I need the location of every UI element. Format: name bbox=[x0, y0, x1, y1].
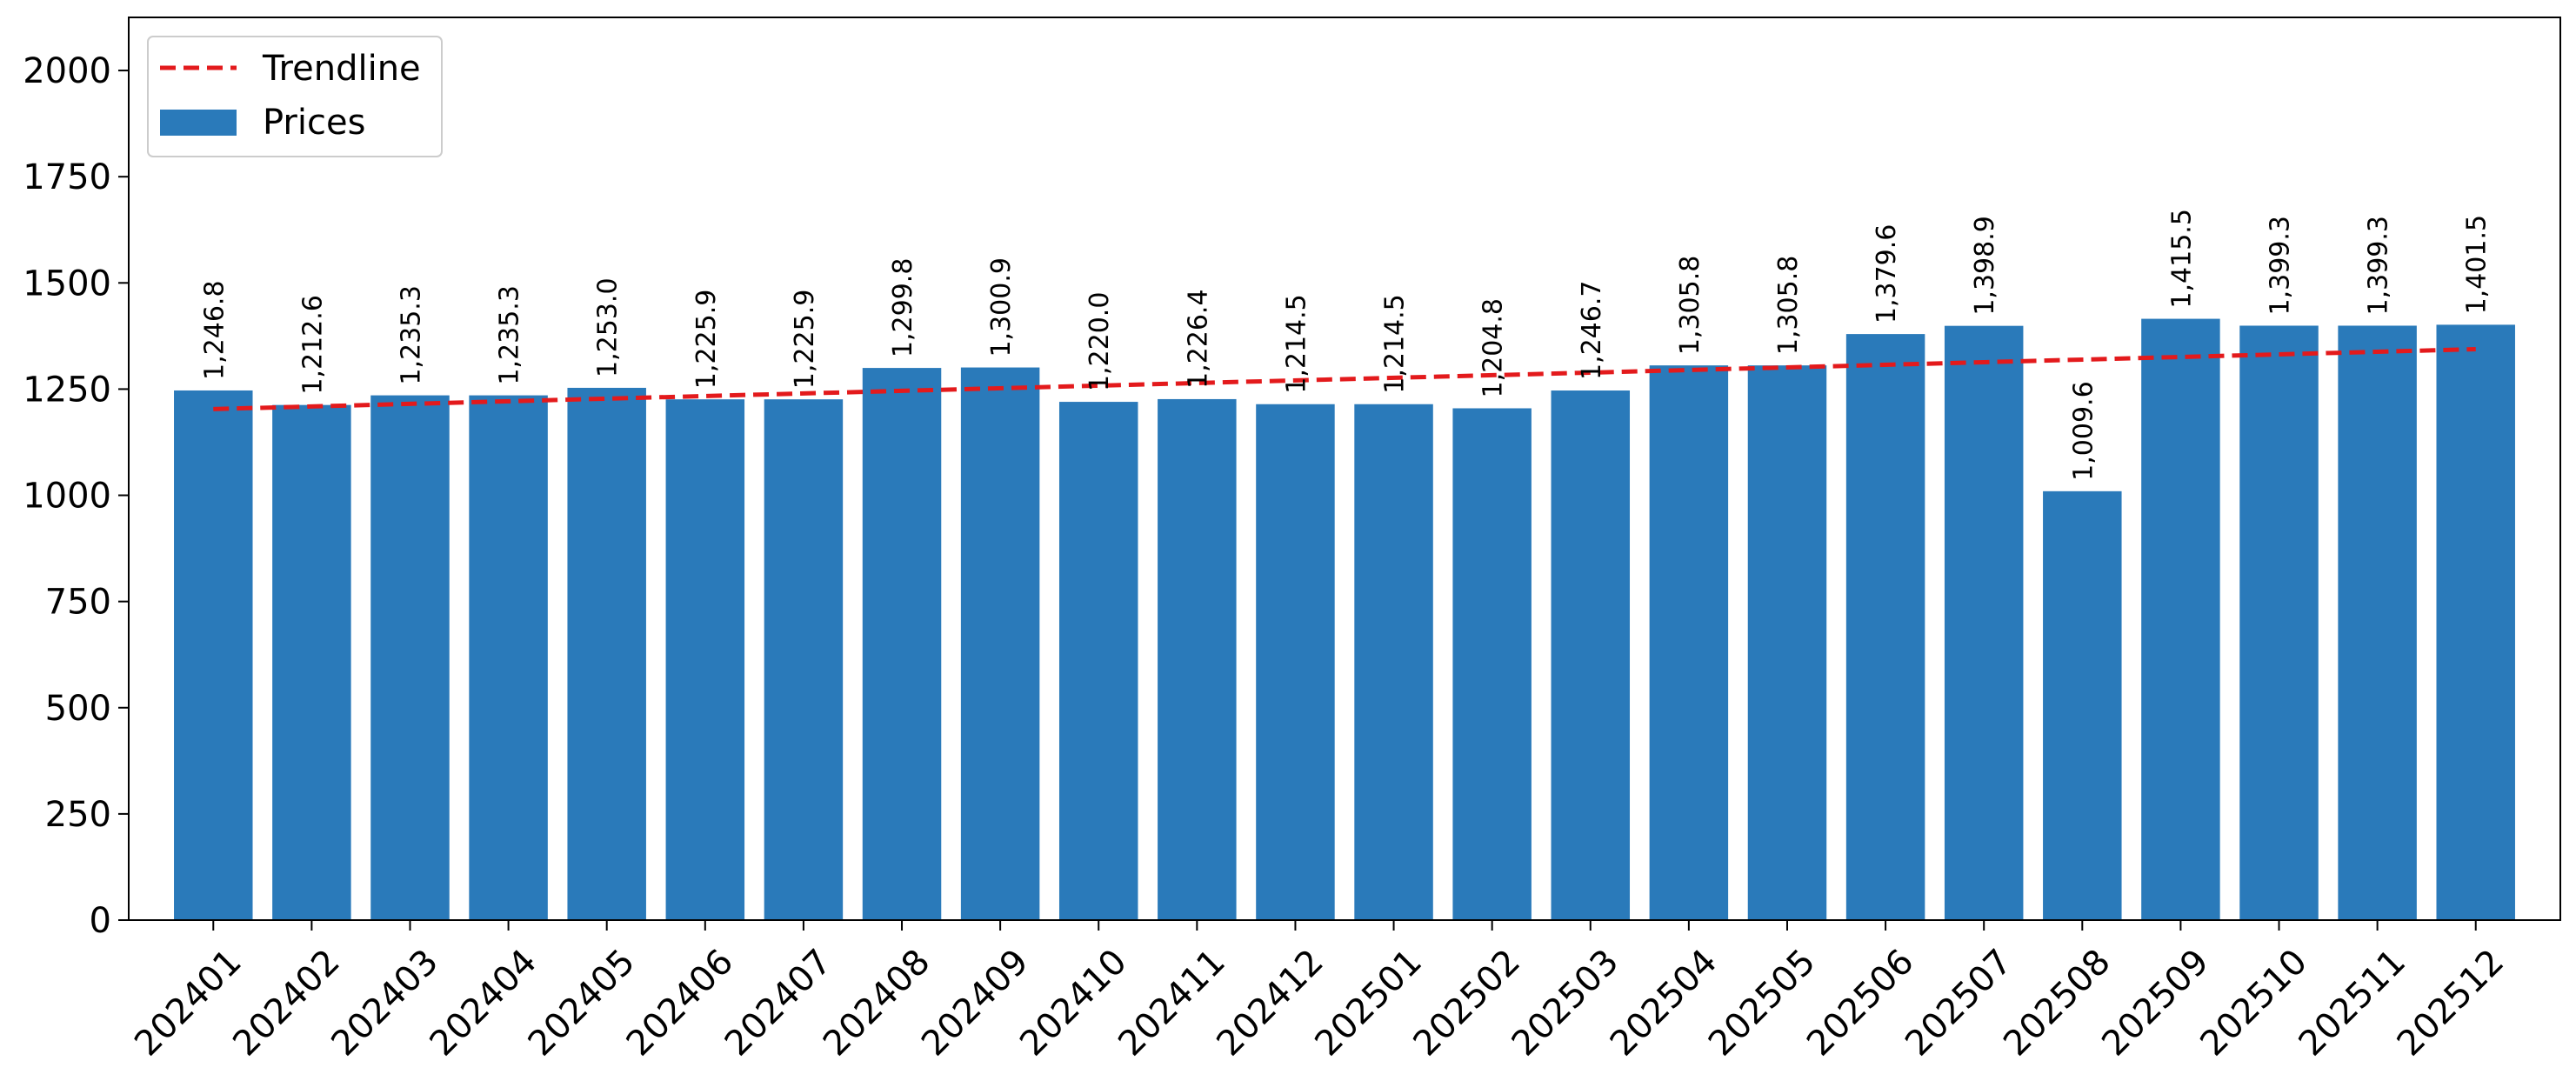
data-label-202407: 1,225.9 bbox=[790, 290, 820, 390]
x-tick-label-202512: 202512 bbox=[2390, 942, 2513, 1064]
x-tick-label-202406: 202406 bbox=[619, 942, 742, 1064]
bar-202401 bbox=[174, 390, 253, 921]
bar-202410 bbox=[1058, 402, 1138, 920]
legend-prices-swatch bbox=[160, 110, 237, 136]
x-tick-label-202501: 202501 bbox=[1307, 942, 1430, 1064]
data-label-202504: 1,305.8 bbox=[1675, 256, 1705, 356]
x-tick-label-202505: 202505 bbox=[1701, 942, 1824, 1064]
y-tick-label-1500: 1500 bbox=[23, 264, 111, 304]
data-label-202512: 1,401.5 bbox=[2462, 215, 2493, 315]
bar-202508 bbox=[2043, 490, 2122, 920]
data-label-202403: 1,235.3 bbox=[396, 285, 426, 385]
bar-202411 bbox=[1158, 398, 1237, 920]
bar-202507 bbox=[1944, 325, 2024, 921]
y-tick-label-250: 250 bbox=[45, 795, 111, 835]
bar-202511 bbox=[2338, 325, 2417, 920]
x-tick-label-202411: 202411 bbox=[1111, 942, 1233, 1064]
data-label-202501: 1,214.5 bbox=[1380, 294, 1411, 394]
legend-trendline-label: Trendline bbox=[262, 49, 421, 89]
y-tick-label-1750: 1750 bbox=[23, 157, 111, 197]
legend: Trendline Prices bbox=[147, 36, 443, 157]
x-tick-label-202407: 202407 bbox=[717, 942, 840, 1064]
x-tick-label-202510: 202510 bbox=[2192, 942, 2315, 1064]
bar-202510 bbox=[2239, 325, 2319, 920]
y-tick-label-1250: 1250 bbox=[23, 370, 111, 410]
data-label-202510: 1,399.3 bbox=[2266, 216, 2296, 316]
bar-202503 bbox=[1551, 390, 1631, 921]
x-tick-label-202403: 202403 bbox=[324, 942, 446, 1064]
data-label-202408: 1,299.8 bbox=[888, 258, 918, 358]
bar-202407 bbox=[764, 399, 844, 920]
y-tick-label-2000: 2000 bbox=[23, 51, 111, 91]
bar-202502 bbox=[1452, 408, 1532, 921]
data-label-202511: 1,399.3 bbox=[2364, 216, 2394, 316]
data-label-202401: 1,246.8 bbox=[199, 280, 230, 380]
x-tick-label-202410: 202410 bbox=[1012, 942, 1135, 1064]
x-tick-label-202502: 202502 bbox=[1406, 942, 1529, 1064]
bar-202504 bbox=[1649, 365, 1729, 920]
data-label-202502: 1,204.8 bbox=[1478, 298, 1509, 398]
y-axis: 0 250 500 750 1000 1250 1500 1750 2000 bbox=[23, 51, 129, 941]
data-label-202506: 1,379.6 bbox=[1872, 224, 1902, 324]
x-tick-label-202412: 202412 bbox=[1209, 942, 1331, 1064]
bar-202512 bbox=[2436, 324, 2515, 921]
data-label-202508: 1,009.6 bbox=[2068, 381, 2099, 481]
legend-prices-label: Prices bbox=[263, 103, 365, 143]
x-tick-label-202511: 202511 bbox=[2292, 942, 2414, 1064]
bar-202403 bbox=[370, 395, 450, 920]
x-tick-label-202408: 202408 bbox=[816, 942, 938, 1064]
plot-frame bbox=[128, 17, 2561, 921]
x-tick-label-202405: 202405 bbox=[521, 942, 644, 1064]
bar-202402 bbox=[272, 404, 351, 921]
data-label-202406: 1,225.9 bbox=[691, 290, 722, 390]
x-tick-label-202402: 202402 bbox=[225, 942, 348, 1064]
trendline bbox=[213, 346, 2476, 411]
bar-202505 bbox=[1747, 365, 1827, 920]
data-label-202405: 1,253.0 bbox=[593, 277, 624, 377]
x-tick-label-202507: 202507 bbox=[1898, 942, 2020, 1064]
trendline-layer bbox=[213, 346, 2476, 411]
data-label-202410: 1,220.0 bbox=[1084, 292, 1115, 392]
bar-202412 bbox=[1256, 404, 1335, 921]
data-label-202411: 1,226.4 bbox=[1183, 289, 1213, 389]
data-label-202412: 1,214.5 bbox=[1281, 294, 1311, 394]
bar-202506 bbox=[1845, 334, 1925, 921]
bar-202405 bbox=[567, 387, 646, 920]
x-tick-label-202509: 202509 bbox=[2094, 942, 2217, 1064]
data-label-202503: 1,246.7 bbox=[1577, 281, 1607, 381]
data-label-202509: 1,415.5 bbox=[2166, 209, 2197, 309]
x-axis: 2024012024022024032024042024052024062024… bbox=[127, 920, 2512, 1064]
x-tick-label-202503: 202503 bbox=[1505, 942, 1627, 1064]
x-tick-label-202401: 202401 bbox=[127, 942, 250, 1064]
bar-202408 bbox=[862, 368, 942, 920]
y-tick-label-0: 0 bbox=[90, 901, 111, 941]
bar-202406 bbox=[665, 399, 745, 920]
y-tick-label-750: 750 bbox=[45, 583, 111, 623]
data-label-202402: 1,212.6 bbox=[297, 295, 328, 395]
x-tick-label-202504: 202504 bbox=[1603, 942, 1725, 1064]
data-label-202507: 1,398.9 bbox=[1970, 216, 2000, 316]
y-tick-label-1000: 1000 bbox=[23, 477, 111, 517]
x-tick-label-202508: 202508 bbox=[1996, 942, 2119, 1064]
bar-202409 bbox=[960, 367, 1040, 921]
bar-202509 bbox=[2141, 318, 2220, 920]
data-label-202409: 1,300.9 bbox=[986, 257, 1017, 357]
x-tick-label-202409: 202409 bbox=[914, 942, 1037, 1064]
x-tick-label-202404: 202404 bbox=[423, 942, 545, 1064]
data-label-202505: 1,305.8 bbox=[1773, 256, 1804, 356]
data-labels-layer: 1,246.8 1,212.6 1,235.3 1,235.3 1,253.0 1,225… bbox=[199, 209, 2492, 481]
data-label-202404: 1,235.3 bbox=[495, 285, 525, 385]
bar-202404 bbox=[469, 395, 548, 920]
bars-layer bbox=[174, 318, 2515, 921]
y-tick-label-500: 500 bbox=[45, 689, 111, 729]
bar-202501 bbox=[1354, 404, 1433, 921]
x-tick-label-202506: 202506 bbox=[1799, 942, 1922, 1064]
